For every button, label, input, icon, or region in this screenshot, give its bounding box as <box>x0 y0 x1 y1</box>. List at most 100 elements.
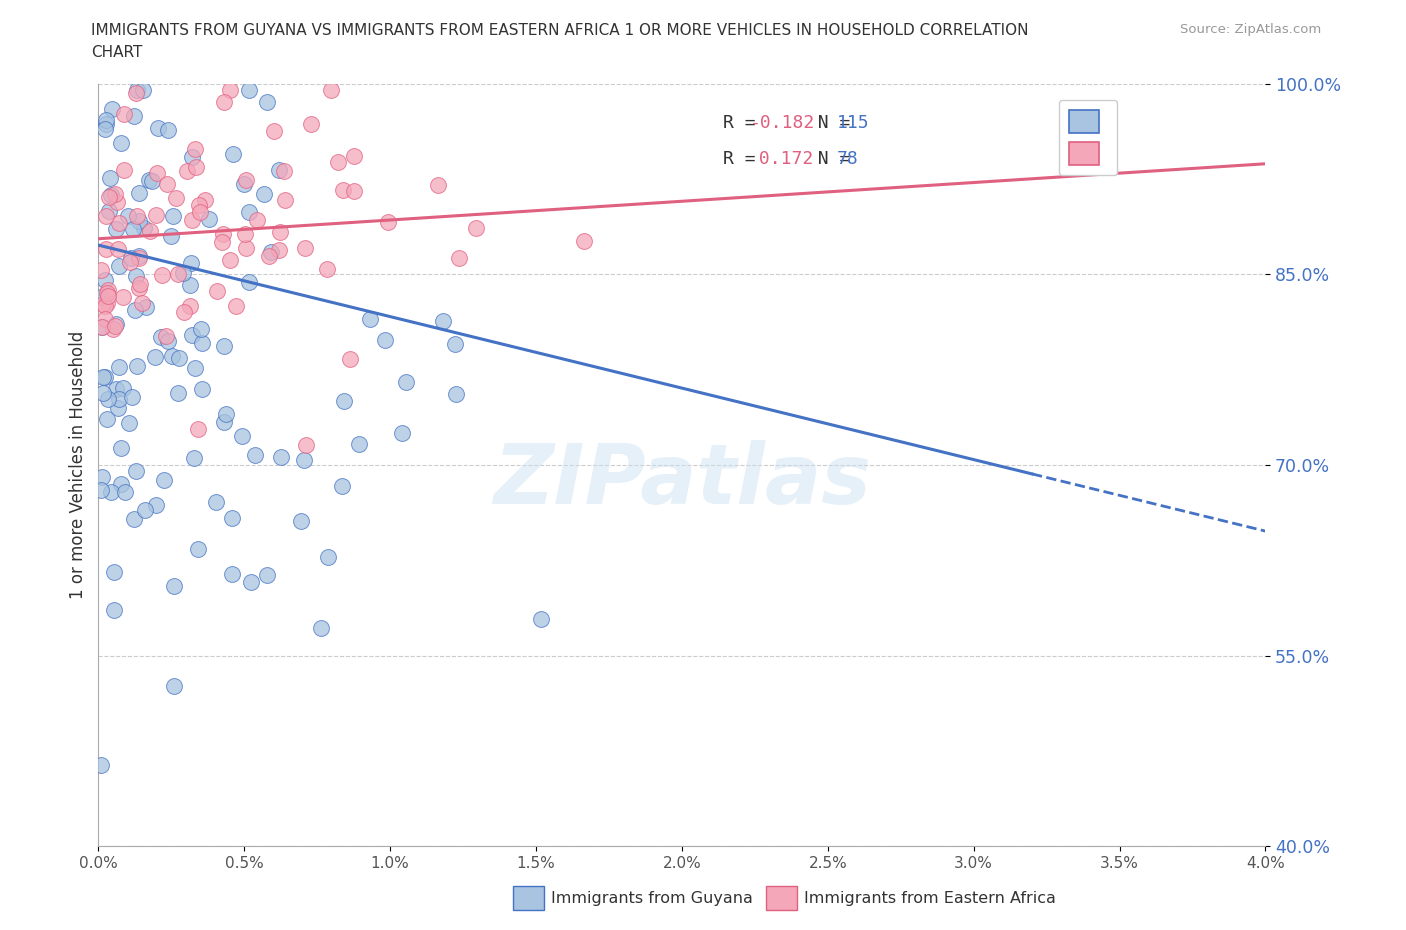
Point <box>290 514 312 529</box>
Point <box>108 259 131 273</box>
Point <box>188 205 211 219</box>
Point <box>90 758 112 773</box>
Point <box>94 272 117 287</box>
Point <box>110 440 132 455</box>
Point <box>100 485 122 499</box>
Point <box>125 358 148 373</box>
Point <box>267 163 290 178</box>
Point <box>187 542 209 557</box>
Point <box>183 450 205 465</box>
Point <box>145 498 167 512</box>
Text: Immigrants from Guyana: Immigrants from Guyana <box>551 891 754 906</box>
Point <box>100 101 122 116</box>
Point <box>165 191 187 206</box>
Point <box>181 213 204 228</box>
Point <box>332 182 354 197</box>
Point <box>273 164 295 179</box>
Point <box>332 393 354 408</box>
Text: IMMIGRANTS FROM GUYANA VS IMMIGRANTS FROM EASTERN AFRICA 1 OR MORE VEHICLES IN H: IMMIGRANTS FROM GUYANA VS IMMIGRANTS FRO… <box>91 23 1029 38</box>
Point <box>94 122 117 137</box>
Point <box>98 170 121 185</box>
Point <box>267 243 290 258</box>
Point <box>131 296 153 311</box>
Point <box>110 477 132 492</box>
Point <box>93 369 115 384</box>
Point <box>125 83 148 98</box>
Point <box>141 173 163 188</box>
Point <box>120 250 142 265</box>
Point <box>104 318 127 333</box>
Point <box>343 149 366 164</box>
Point <box>299 117 322 132</box>
Point <box>134 502 156 517</box>
Point <box>103 603 125 618</box>
Point <box>221 511 243 525</box>
Point <box>125 269 148 284</box>
Point <box>530 611 553 626</box>
Point <box>160 229 183 244</box>
Point <box>150 267 173 282</box>
Point <box>149 329 172 344</box>
Point <box>238 83 260 98</box>
Point <box>108 359 131 374</box>
Text: 78: 78 <box>837 150 859 167</box>
Point <box>572 234 595 249</box>
Text: CHART: CHART <box>91 45 143 60</box>
Point <box>110 135 132 150</box>
Point <box>104 222 127 237</box>
Point <box>112 106 135 121</box>
Point <box>96 286 118 300</box>
Point <box>432 313 454 328</box>
Point <box>128 281 150 296</box>
Point <box>152 472 174 487</box>
Point <box>263 124 285 139</box>
Point <box>127 208 149 223</box>
Point <box>156 333 179 348</box>
Point <box>107 216 129 231</box>
Point <box>155 328 177 343</box>
Point <box>179 278 201 293</box>
Point <box>90 320 112 335</box>
Point <box>186 159 208 174</box>
Point <box>315 262 337 277</box>
Point <box>93 299 115 313</box>
Point <box>444 337 467 352</box>
Point <box>117 209 139 224</box>
Point <box>96 113 118 127</box>
Point <box>231 428 253 443</box>
Point <box>122 512 145 526</box>
Text: R =: R = <box>723 150 766 167</box>
Point <box>145 207 167 222</box>
Point <box>205 284 228 299</box>
Text: Immigrants from Eastern Africa: Immigrants from Eastern Africa <box>804 891 1056 906</box>
Point <box>128 250 150 265</box>
Point <box>269 224 291 239</box>
Point <box>395 375 418 390</box>
Point <box>166 267 188 282</box>
Point <box>273 193 295 207</box>
Point <box>135 299 157 314</box>
Point <box>146 120 169 135</box>
Point <box>100 187 122 202</box>
Point <box>97 204 120 219</box>
Point <box>198 212 221 227</box>
Point <box>107 242 129 257</box>
Point <box>256 94 278 109</box>
Point <box>90 263 112 278</box>
Point <box>146 166 169 180</box>
Point <box>427 178 450 193</box>
Point <box>318 550 340 565</box>
Point <box>235 173 257 188</box>
Text: Source: ZipAtlas.com: Source: ZipAtlas.com <box>1181 23 1322 36</box>
Point <box>172 266 194 281</box>
Point <box>233 227 256 242</box>
Point <box>90 320 112 335</box>
Point <box>90 483 112 498</box>
Point <box>184 360 207 375</box>
Point <box>245 447 267 462</box>
Point <box>145 350 167 365</box>
Point <box>128 276 150 291</box>
Point <box>96 412 118 427</box>
Point <box>447 251 470 266</box>
Y-axis label: 1 or more Vehicles in Household: 1 or more Vehicles in Household <box>69 331 87 599</box>
